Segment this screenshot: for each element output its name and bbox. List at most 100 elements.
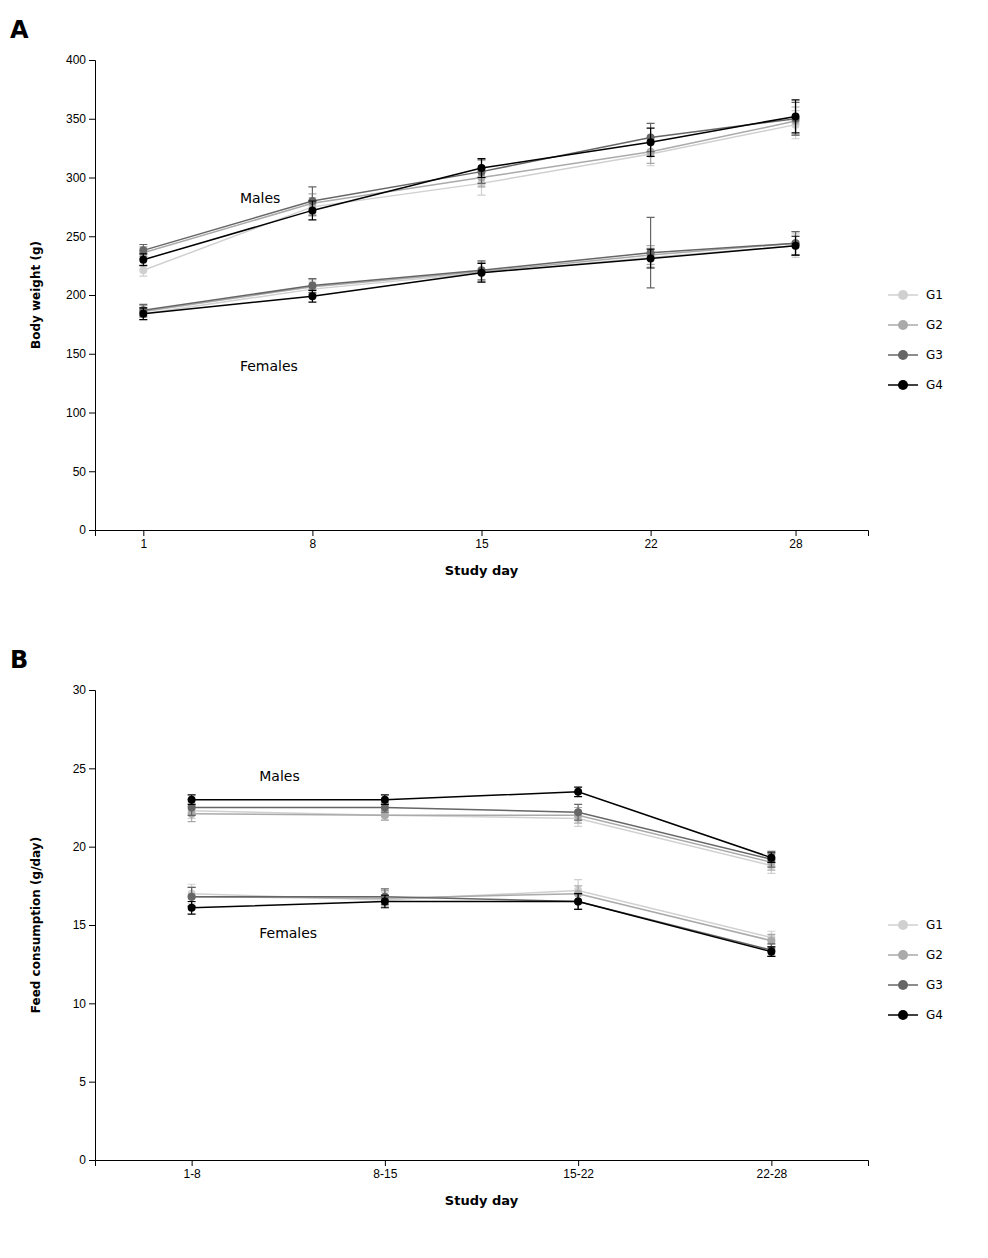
error-bar <box>188 902 196 915</box>
legend-label: G1 <box>926 288 943 302</box>
error-bar <box>767 947 775 956</box>
error-bar <box>478 159 486 178</box>
x-tick: 22 <box>644 530 658 551</box>
series <box>139 236 799 319</box>
y-tick-label: 100 <box>66 406 86 420</box>
legend-swatch-marker <box>898 980 908 990</box>
data-point <box>308 292 316 300</box>
series-line <box>192 902 772 952</box>
series <box>188 887 776 956</box>
y-tick-mark <box>89 1003 95 1004</box>
legend-swatch-marker <box>898 380 908 390</box>
data-point <box>478 269 486 277</box>
plot-area <box>139 100 799 320</box>
y-tick-mark <box>89 413 95 414</box>
data-point <box>767 854 775 862</box>
x-tick-label: 1-8 <box>183 1167 201 1181</box>
y-tick-label: 300 <box>66 171 86 185</box>
data-point <box>767 948 775 956</box>
x-tick: 15-22 <box>563 1160 594 1181</box>
data-point <box>188 796 196 804</box>
y-axis-title: Feed consumption (g/day) <box>29 837 43 1013</box>
x-tick-mark <box>651 530 652 536</box>
error-bar <box>792 100 800 133</box>
x-tick: 1 <box>140 530 147 551</box>
error-bar <box>308 197 316 216</box>
plot-area <box>188 787 776 956</box>
y-tick: 50 <box>73 465 95 479</box>
y-tick: 15 <box>73 918 95 932</box>
x-tick-mark <box>482 530 483 536</box>
legend-item: G2 <box>888 948 943 962</box>
series <box>188 803 776 874</box>
series <box>188 880 776 944</box>
legend-swatch-marker <box>898 290 908 300</box>
y-axis: 050100150200250300350400 <box>66 53 96 537</box>
series <box>139 234 799 320</box>
data-point <box>139 310 147 318</box>
x-tick-label: 8-15 <box>373 1167 397 1181</box>
series-line <box>143 243 795 310</box>
y-tick: 400 <box>66 53 95 67</box>
y-tick-mark <box>89 354 95 355</box>
annotation: Males <box>259 768 299 784</box>
x-axis: 1-88-1515-2222-28 <box>96 1160 869 1181</box>
y-tick-label: 15 <box>73 918 87 932</box>
legend: G1G2G3G4 <box>888 918 943 1022</box>
data-point <box>139 310 147 318</box>
series <box>139 102 799 256</box>
y-tick-mark <box>89 119 95 120</box>
y-tick-label: 350 <box>66 112 86 126</box>
data-point <box>381 796 389 804</box>
data-point <box>792 112 800 120</box>
x-axis-line <box>96 1161 869 1167</box>
x-tick-mark <box>385 1160 386 1166</box>
y-tick: 150 <box>66 347 95 361</box>
data-point <box>647 138 655 146</box>
y-tick-label: 30 <box>73 683 87 697</box>
data-point <box>139 246 147 254</box>
data-point <box>574 808 582 816</box>
data-point <box>478 269 486 277</box>
data-point <box>478 164 486 172</box>
error-bar <box>767 853 775 862</box>
error-bar <box>792 232 800 256</box>
error-bar <box>647 128 655 156</box>
error-bar <box>139 308 147 320</box>
y-tick-label: 0 <box>79 523 86 537</box>
error-bar <box>381 892 389 908</box>
y-axis-line <box>89 691 96 1161</box>
series <box>139 232 799 318</box>
series <box>139 100 799 266</box>
series-line <box>192 808 772 860</box>
x-tick-label: 1 <box>140 537 147 551</box>
error-bar <box>767 851 775 867</box>
error-bar <box>188 795 196 804</box>
error-bar <box>188 803 196 819</box>
data-point <box>647 255 655 263</box>
panel: 18152228050100150200250300350400MalesFem… <box>10 16 943 578</box>
error-bar <box>792 234 800 258</box>
x-tick-label: 8 <box>310 537 317 551</box>
y-axis: 051015202530 <box>73 683 96 1167</box>
data-point <box>574 788 582 796</box>
error-bar <box>308 201 316 220</box>
y-tick-label: 10 <box>73 997 87 1011</box>
y-axis-title: Body weight (g) <box>29 241 43 349</box>
y-tick-label: 200 <box>66 288 86 302</box>
y-tick: 350 <box>66 112 95 126</box>
error-bar <box>478 263 486 282</box>
data-point <box>574 898 582 906</box>
legend-label: G1 <box>926 918 943 932</box>
error-bar <box>381 895 389 908</box>
legend-item: G1 <box>888 918 943 932</box>
error-bar <box>139 254 147 266</box>
x-axis-line <box>96 531 869 537</box>
y-tick: 0 <box>79 1153 95 1167</box>
x-tick: 8-15 <box>373 1160 397 1181</box>
series-line <box>143 246 795 314</box>
error-bar <box>381 891 389 907</box>
y-tick-mark <box>89 236 95 237</box>
series-line <box>192 792 772 858</box>
y-tick: 0 <box>79 523 95 537</box>
